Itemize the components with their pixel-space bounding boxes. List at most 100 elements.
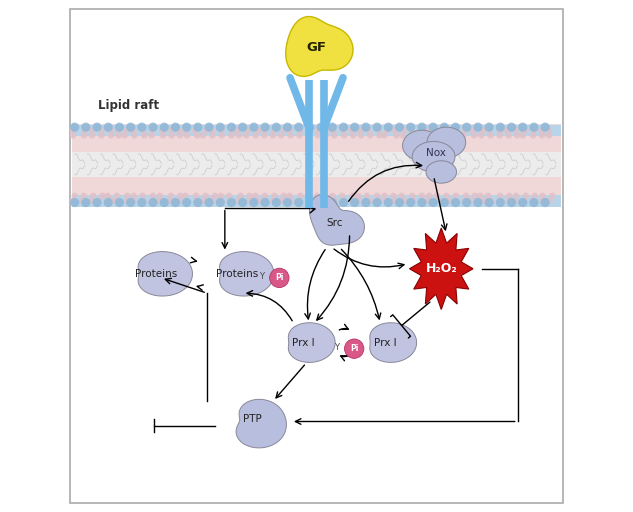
Circle shape — [340, 127, 346, 134]
Text: Prx I: Prx I — [374, 337, 396, 348]
Circle shape — [70, 132, 76, 139]
Circle shape — [518, 198, 527, 207]
Circle shape — [539, 193, 546, 199]
Circle shape — [339, 198, 348, 207]
Circle shape — [425, 198, 432, 204]
Circle shape — [166, 198, 173, 204]
Circle shape — [159, 127, 165, 134]
Text: Prx I: Prx I — [292, 337, 315, 348]
Polygon shape — [289, 323, 335, 362]
Circle shape — [160, 122, 169, 132]
Circle shape — [260, 198, 266, 204]
Circle shape — [486, 127, 492, 134]
Circle shape — [238, 122, 248, 132]
Circle shape — [417, 122, 427, 132]
Polygon shape — [236, 399, 286, 448]
Circle shape — [529, 122, 539, 132]
Circle shape — [168, 132, 175, 139]
Circle shape — [98, 132, 104, 139]
Circle shape — [406, 198, 415, 207]
Circle shape — [182, 198, 191, 207]
Circle shape — [339, 122, 348, 132]
Circle shape — [203, 127, 210, 134]
Circle shape — [478, 132, 484, 139]
Circle shape — [124, 193, 130, 199]
Circle shape — [212, 193, 218, 199]
Circle shape — [283, 198, 292, 207]
Text: Y: Y — [260, 272, 265, 282]
Circle shape — [511, 198, 518, 204]
Circle shape — [480, 127, 486, 134]
Circle shape — [530, 132, 536, 139]
Circle shape — [365, 127, 372, 134]
Circle shape — [252, 193, 258, 199]
Circle shape — [331, 132, 337, 139]
Circle shape — [246, 193, 253, 199]
Polygon shape — [410, 228, 473, 309]
Circle shape — [104, 122, 113, 132]
Circle shape — [130, 127, 137, 134]
Circle shape — [521, 198, 527, 204]
Circle shape — [452, 127, 459, 134]
Circle shape — [452, 198, 458, 204]
Circle shape — [315, 127, 321, 134]
Bar — [72, 164, 561, 203]
Circle shape — [281, 127, 287, 134]
Circle shape — [229, 127, 235, 134]
Circle shape — [507, 198, 516, 207]
Circle shape — [384, 198, 393, 207]
Circle shape — [460, 132, 467, 139]
Circle shape — [372, 198, 382, 207]
Circle shape — [246, 198, 253, 204]
Circle shape — [358, 132, 365, 139]
Circle shape — [541, 198, 549, 207]
Circle shape — [488, 198, 495, 204]
Circle shape — [92, 122, 102, 132]
Circle shape — [328, 122, 337, 132]
Circle shape — [140, 127, 146, 134]
Polygon shape — [220, 251, 274, 296]
Circle shape — [496, 198, 505, 207]
Circle shape — [115, 132, 122, 139]
Circle shape — [96, 198, 103, 204]
Circle shape — [480, 198, 487, 204]
Circle shape — [372, 122, 382, 132]
Circle shape — [539, 127, 545, 134]
Circle shape — [434, 193, 440, 199]
Circle shape — [350, 132, 356, 139]
Circle shape — [329, 193, 335, 199]
Circle shape — [226, 193, 232, 199]
Circle shape — [126, 198, 135, 207]
Circle shape — [381, 193, 388, 199]
Circle shape — [261, 193, 268, 199]
Circle shape — [461, 198, 468, 204]
Circle shape — [177, 132, 183, 139]
Circle shape — [316, 122, 325, 132]
Circle shape — [473, 122, 482, 132]
Circle shape — [209, 132, 216, 139]
Circle shape — [149, 127, 156, 134]
Circle shape — [401, 127, 407, 134]
Polygon shape — [370, 323, 417, 362]
Circle shape — [409, 193, 416, 199]
Circle shape — [278, 198, 285, 204]
Circle shape — [272, 198, 281, 207]
Circle shape — [81, 122, 91, 132]
Circle shape — [417, 198, 427, 207]
Circle shape — [520, 132, 526, 139]
Ellipse shape — [426, 161, 456, 183]
Circle shape — [315, 198, 322, 204]
Circle shape — [89, 127, 95, 134]
Circle shape — [115, 122, 124, 132]
Bar — [72, 123, 561, 162]
Circle shape — [427, 132, 434, 139]
Circle shape — [261, 122, 270, 132]
Circle shape — [113, 198, 119, 204]
Circle shape — [395, 122, 404, 132]
FancyBboxPatch shape — [70, 9, 563, 503]
Circle shape — [90, 193, 97, 199]
Ellipse shape — [403, 130, 441, 161]
Circle shape — [395, 198, 404, 207]
Circle shape — [227, 198, 233, 204]
Circle shape — [363, 193, 370, 199]
